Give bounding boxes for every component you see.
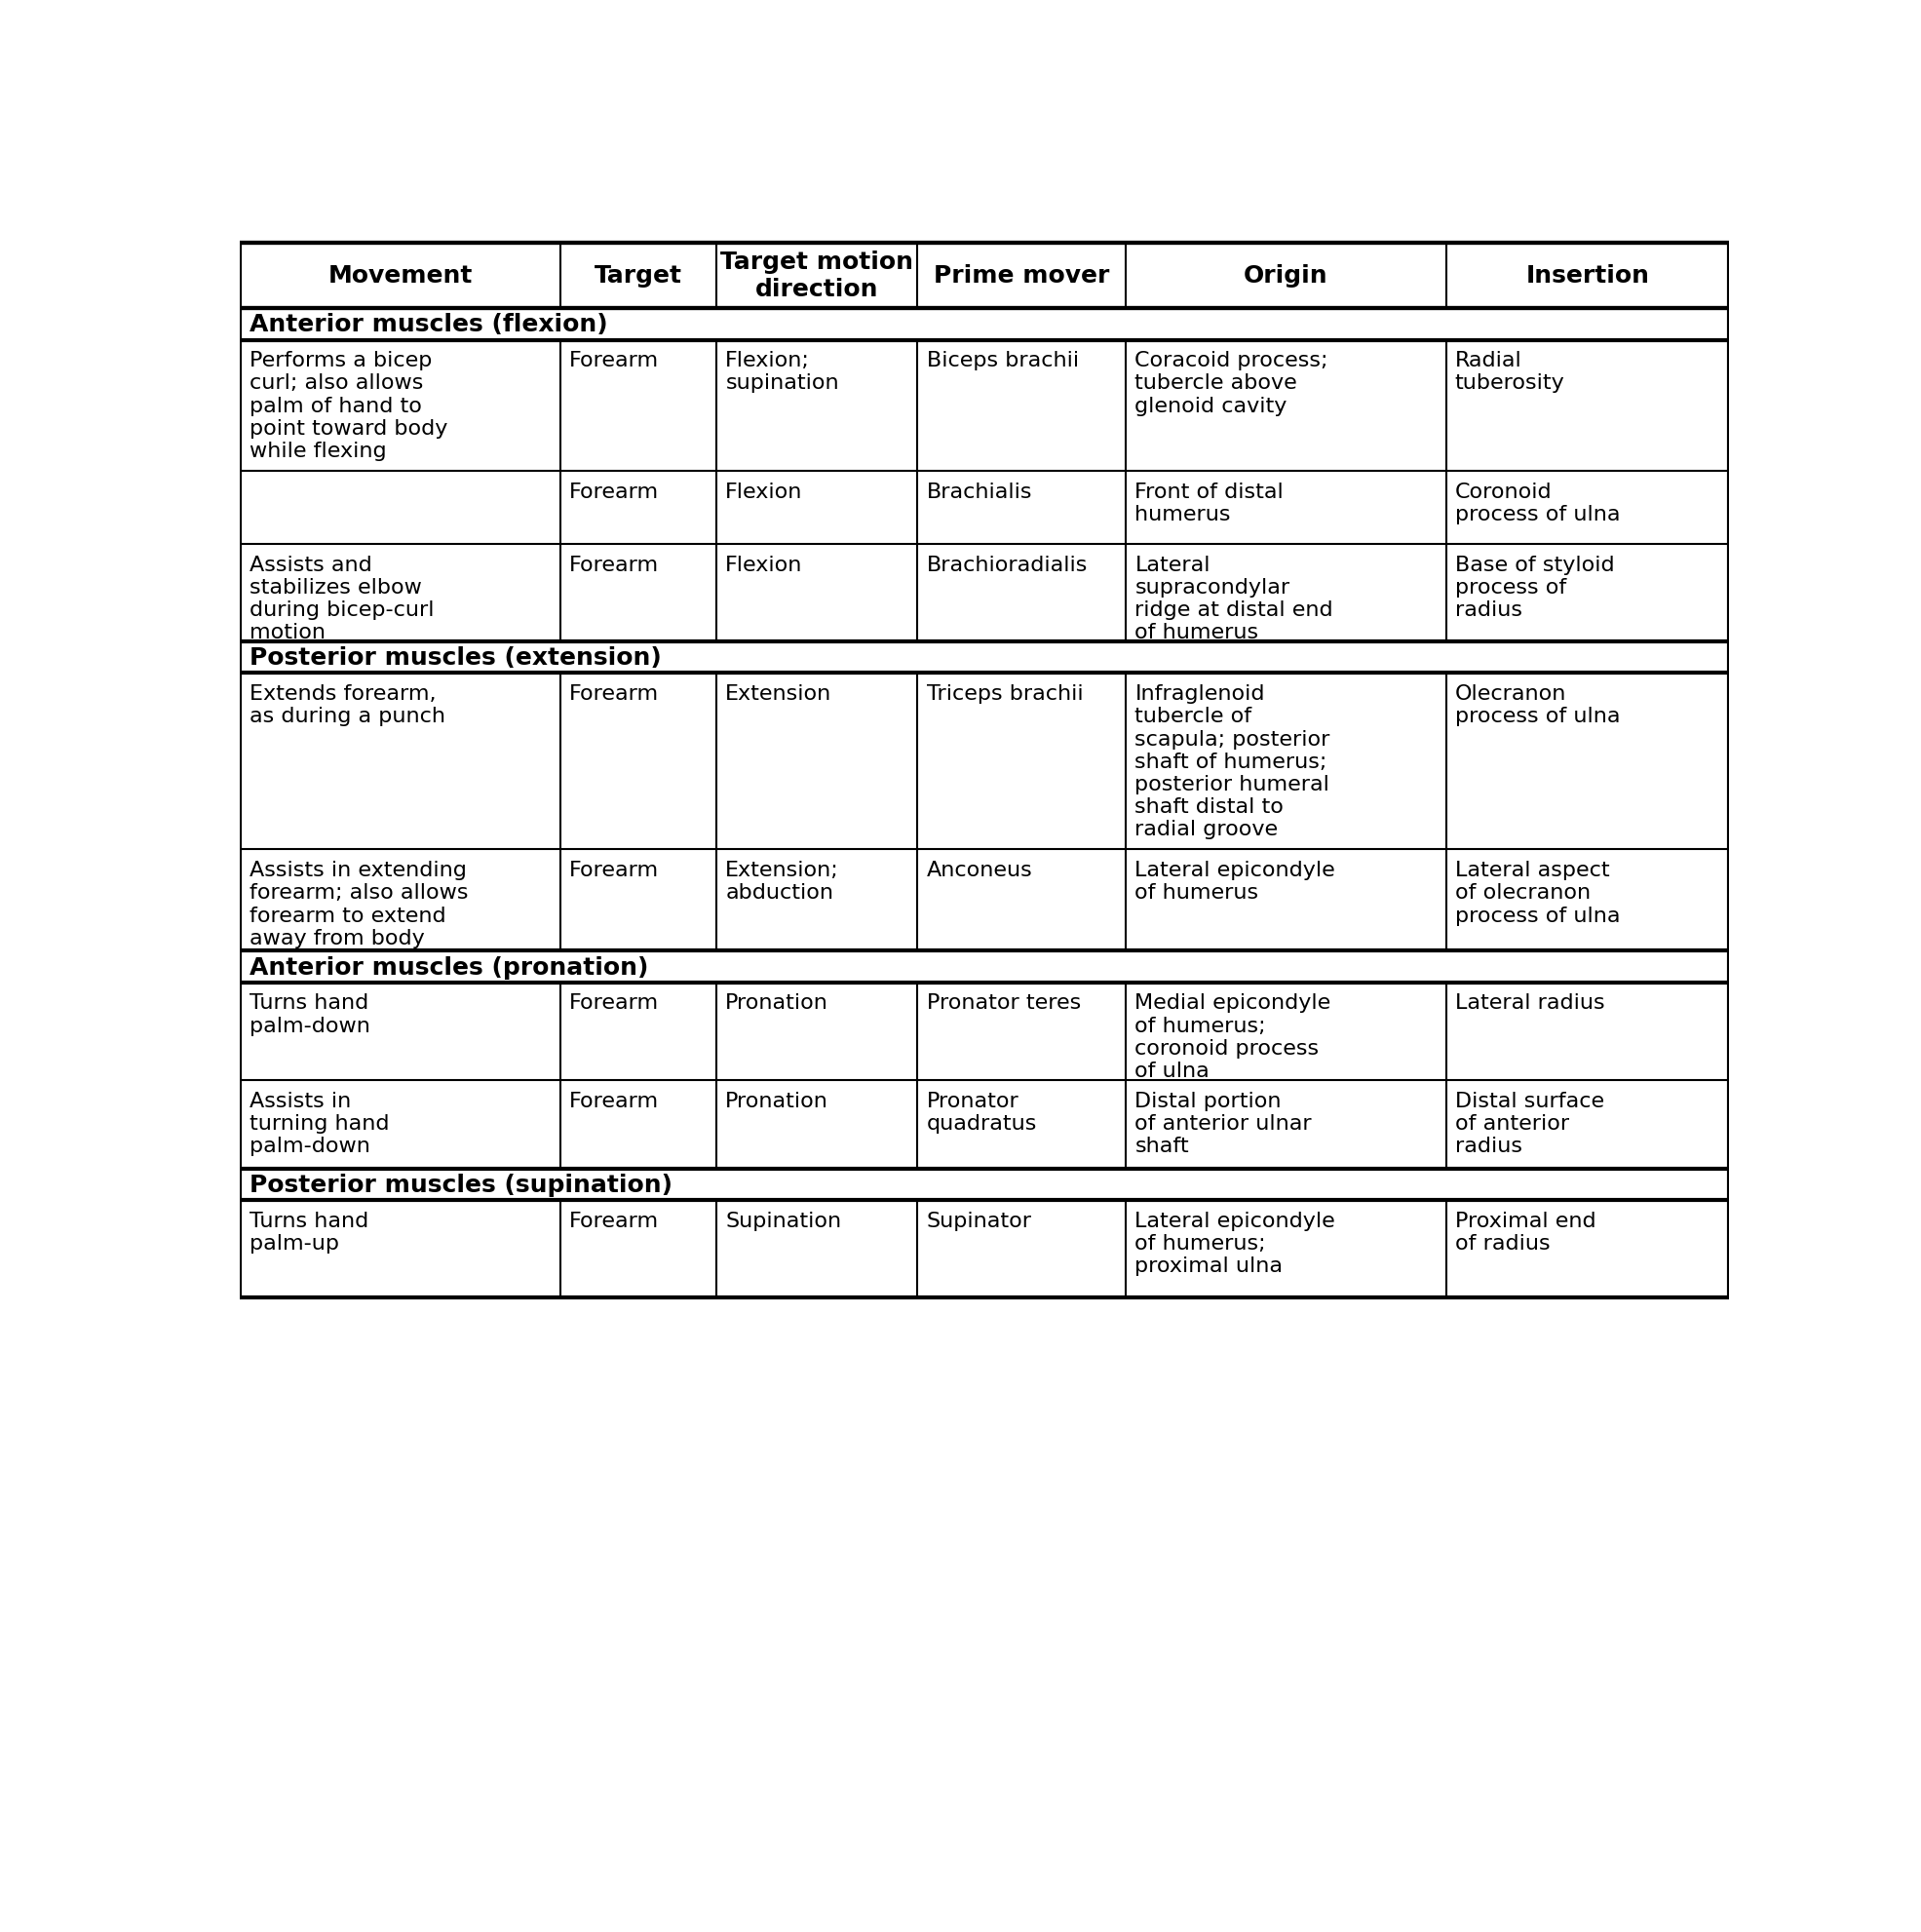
Text: Forearm: Forearm <box>569 483 659 502</box>
Text: Origin: Origin <box>1243 265 1327 288</box>
Text: Forearm: Forearm <box>569 860 659 879</box>
Bar <box>240 309 1729 340</box>
Text: Anconeus: Anconeus <box>926 860 1032 879</box>
Text: Triceps brachii: Triceps brachii <box>926 684 1083 703</box>
Text: Posterior muscles (supination): Posterior muscles (supination) <box>250 1173 672 1196</box>
Text: Extends forearm,
as during a punch: Extends forearm, as during a punch <box>250 684 446 726</box>
Text: Posterior muscles (extension): Posterior muscles (extension) <box>250 647 661 670</box>
Text: Turns hand
palm-down: Turns hand palm-down <box>250 993 369 1036</box>
Text: Brachioradialis: Brachioradialis <box>926 554 1087 574</box>
Text: Pronator teres: Pronator teres <box>926 993 1082 1012</box>
Text: Distal portion
of anterior ulnar
shaft: Distal portion of anterior ulnar shaft <box>1135 1092 1312 1155</box>
Bar <box>240 850 1729 951</box>
Text: Pronation: Pronation <box>726 1092 828 1111</box>
Bar <box>240 1080 1729 1169</box>
Text: Flexion: Flexion <box>726 554 803 574</box>
Text: Lateral epicondyle
of humerus;
proximal ulna: Lateral epicondyle of humerus; proximal … <box>1135 1211 1335 1275</box>
Text: Assists and
stabilizes elbow
during bicep-curl
motion: Assists and stabilizes elbow during bice… <box>250 554 434 641</box>
Text: Prime mover: Prime mover <box>934 265 1110 288</box>
Text: Insertion: Insertion <box>1525 265 1650 288</box>
Text: Forearm: Forearm <box>569 352 659 371</box>
Text: Pronator
quadratus: Pronator quadratus <box>926 1092 1037 1132</box>
Bar <box>240 951 1729 983</box>
Text: Movement: Movement <box>328 265 473 288</box>
Text: Extension;
abduction: Extension; abduction <box>726 860 839 902</box>
Text: Lateral epicondyle
of humerus: Lateral epicondyle of humerus <box>1135 860 1335 902</box>
Text: Flexion: Flexion <box>726 483 803 502</box>
Text: Flexion;
supination: Flexion; supination <box>726 352 839 392</box>
Text: Assists in extending
forearm; also allows
forearm to extend
away from body: Assists in extending forearm; also allow… <box>250 860 469 949</box>
Bar <box>240 340 1729 471</box>
Text: Lateral radius: Lateral radius <box>1454 993 1604 1012</box>
Text: Anterior muscles (flexion): Anterior muscles (flexion) <box>250 313 607 336</box>
Text: Proximal end
of radius: Proximal end of radius <box>1454 1211 1596 1252</box>
Text: Target: Target <box>594 265 682 288</box>
Text: Base of styloid
process of
radius: Base of styloid process of radius <box>1454 554 1614 620</box>
Text: Coracoid process;
tubercle above
glenoid cavity: Coracoid process; tubercle above glenoid… <box>1135 352 1327 415</box>
Text: Turns hand
palm-up: Turns hand palm-up <box>250 1211 369 1252</box>
Text: Lateral
supracondylar
ridge at distal end
of humerus: Lateral supracondylar ridge at distal en… <box>1135 554 1333 641</box>
Text: Extension: Extension <box>726 684 832 703</box>
Text: Forearm: Forearm <box>569 1092 659 1111</box>
Text: Medial epicondyle
of humerus;
coronoid process
of ulna: Medial epicondyle of humerus; coronoid p… <box>1135 993 1331 1080</box>
Text: Forearm: Forearm <box>569 554 659 574</box>
Text: Forearm: Forearm <box>569 1211 659 1231</box>
Text: Forearm: Forearm <box>569 684 659 703</box>
Bar <box>240 471 1729 545</box>
Text: Anterior muscles (pronation): Anterior muscles (pronation) <box>250 954 647 980</box>
Bar <box>240 983 1729 1080</box>
Bar <box>240 545 1729 641</box>
Text: Supinator: Supinator <box>926 1211 1032 1231</box>
Text: Performs a bicep
curl; also allows
palm of hand to
point toward body
while flexi: Performs a bicep curl; also allows palm … <box>250 352 448 462</box>
Text: Radial
tuberosity: Radial tuberosity <box>1454 352 1566 392</box>
Bar <box>240 1200 1729 1298</box>
Text: Lateral aspect
of olecranon
process of ulna: Lateral aspect of olecranon process of u… <box>1454 860 1619 925</box>
Text: Biceps brachii: Biceps brachii <box>926 352 1078 371</box>
Text: Target motion
direction: Target motion direction <box>720 251 914 301</box>
Bar <box>240 641 1729 674</box>
Text: Olecranon
process of ulna: Olecranon process of ulna <box>1454 684 1619 726</box>
Text: Forearm: Forearm <box>569 993 659 1012</box>
Text: Coronoid
process of ulna: Coronoid process of ulna <box>1454 483 1619 524</box>
Text: Brachialis: Brachialis <box>926 483 1032 502</box>
Text: Assists in
turning hand
palm-down: Assists in turning hand palm-down <box>250 1092 388 1155</box>
Text: Distal surface
of anterior
radius: Distal surface of anterior radius <box>1454 1092 1604 1155</box>
Text: Infraglenoid
tubercle of
scapula; posterior
shaft of humerus;
posterior humeral
: Infraglenoid tubercle of scapula; poster… <box>1135 684 1329 838</box>
Text: Pronation: Pronation <box>726 993 828 1012</box>
Text: Supination: Supination <box>726 1211 841 1231</box>
Bar <box>240 1169 1729 1200</box>
Bar <box>240 674 1729 850</box>
Bar <box>240 243 1729 309</box>
Text: Front of distal
humerus: Front of distal humerus <box>1135 483 1283 524</box>
